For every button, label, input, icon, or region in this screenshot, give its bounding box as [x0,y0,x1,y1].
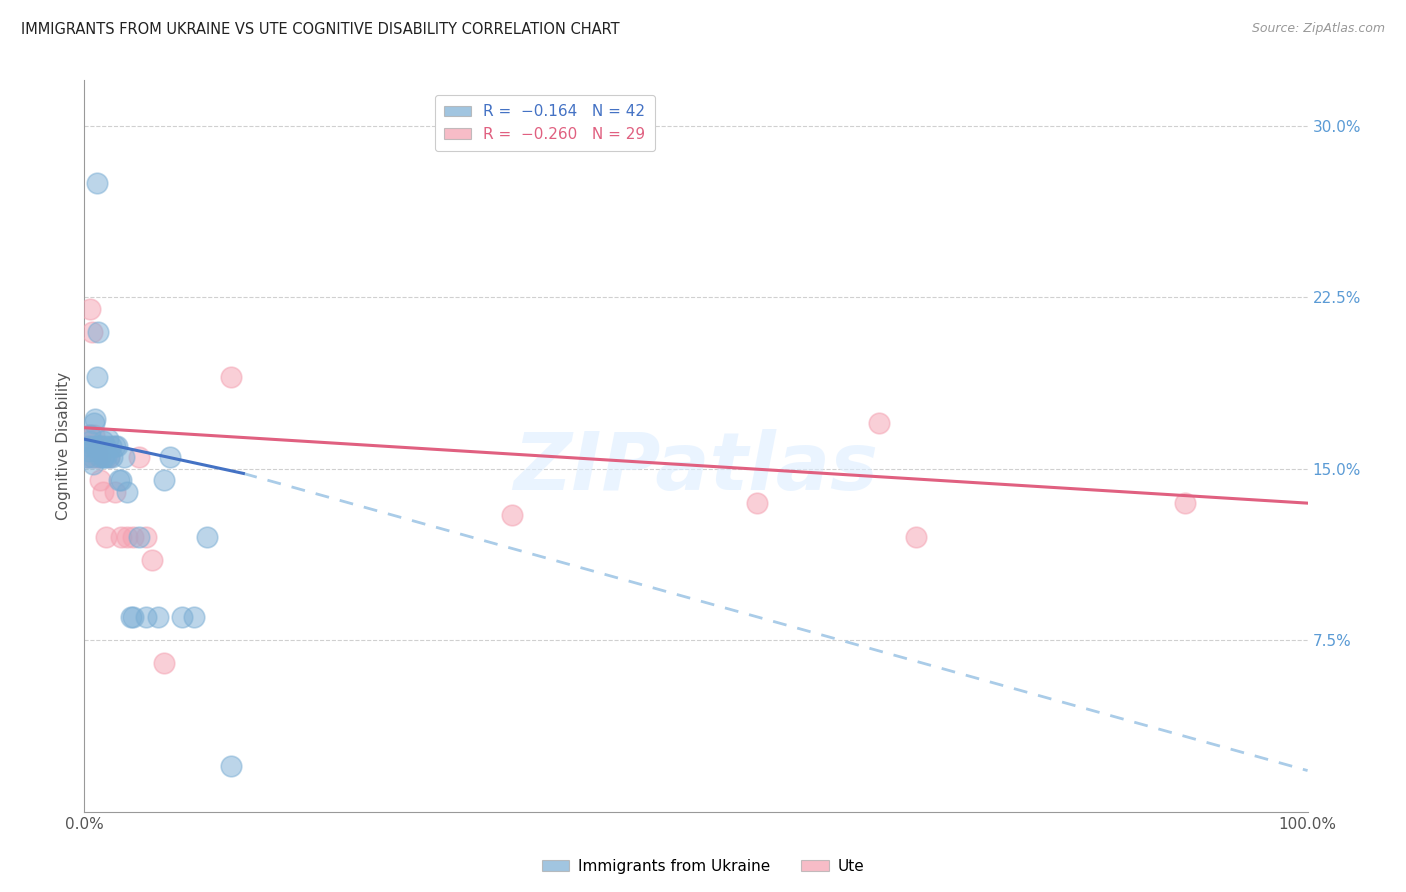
Point [96,450,118,465]
Point [159,450,181,465]
Point [91,484,114,499]
Point [79,427,101,442]
Point [105,439,128,453]
Point [141,553,163,567]
Point [110,473,132,487]
Legend: Immigrants from Ukraine, Ute: Immigrants from Ukraine, Ute [536,853,870,880]
Point [172,610,194,624]
Point [76,450,98,465]
Point [905,530,928,544]
Point [869,416,891,430]
Point [195,530,218,544]
Point [89,473,111,487]
Point [104,439,127,453]
Point [128,530,150,544]
Point [91,434,114,449]
Point [97,432,120,446]
Point [112,450,135,465]
Point [82,450,104,465]
Text: IMMIGRANTS FROM UKRAINE VS UTE COGNITIVE DISABILITY CORRELATION CHART: IMMIGRANTS FROM UKRAINE VS UTE COGNITIVE… [21,22,620,37]
Point [77,439,100,453]
Point [122,530,145,544]
Point [86,450,108,465]
Point [91,450,114,465]
Point [104,484,127,499]
Point [87,439,110,453]
Point [96,530,118,544]
Point [93,450,115,465]
Point [87,439,110,453]
Point [86,176,108,190]
Point [219,759,242,773]
Point [120,610,142,624]
Point [128,450,150,465]
Point [83,427,105,442]
Point [97,450,120,465]
Point [115,484,138,499]
Point [146,610,169,624]
Point [83,416,105,430]
Legend: R =  −0.164   N = 42, R =  −0.260   N = 29: R = −0.164 N = 42, R = −0.260 N = 29 [434,95,655,152]
Text: Source: ZipAtlas.com: Source: ZipAtlas.com [1251,22,1385,36]
Point [84,439,107,453]
Point [80,450,103,465]
Point [100,439,122,453]
Point [110,530,132,544]
Point [94,439,117,453]
Point [747,496,769,510]
Point [122,610,145,624]
Point [76,450,98,465]
Point [79,301,101,316]
Point [502,508,524,522]
Point [90,439,112,453]
Point [1174,496,1197,510]
Point [87,325,110,339]
Point [183,610,205,624]
Point [77,427,100,442]
Point [135,530,157,544]
Point [219,370,242,384]
Point [77,439,100,453]
Point [89,450,111,465]
Point [153,473,176,487]
Point [77,443,100,458]
Point [135,610,157,624]
Point [107,473,129,487]
Point [79,434,101,449]
Point [115,530,138,544]
Point [153,656,176,670]
Point [101,450,124,465]
Point [87,450,110,465]
Point [82,458,104,472]
Point [83,439,105,453]
Point [97,450,120,465]
Point [84,411,107,425]
Text: ZIPatlas: ZIPatlas [513,429,879,507]
Point [86,370,108,384]
Point [80,325,103,339]
Y-axis label: Cognitive Disability: Cognitive Disability [56,372,72,520]
